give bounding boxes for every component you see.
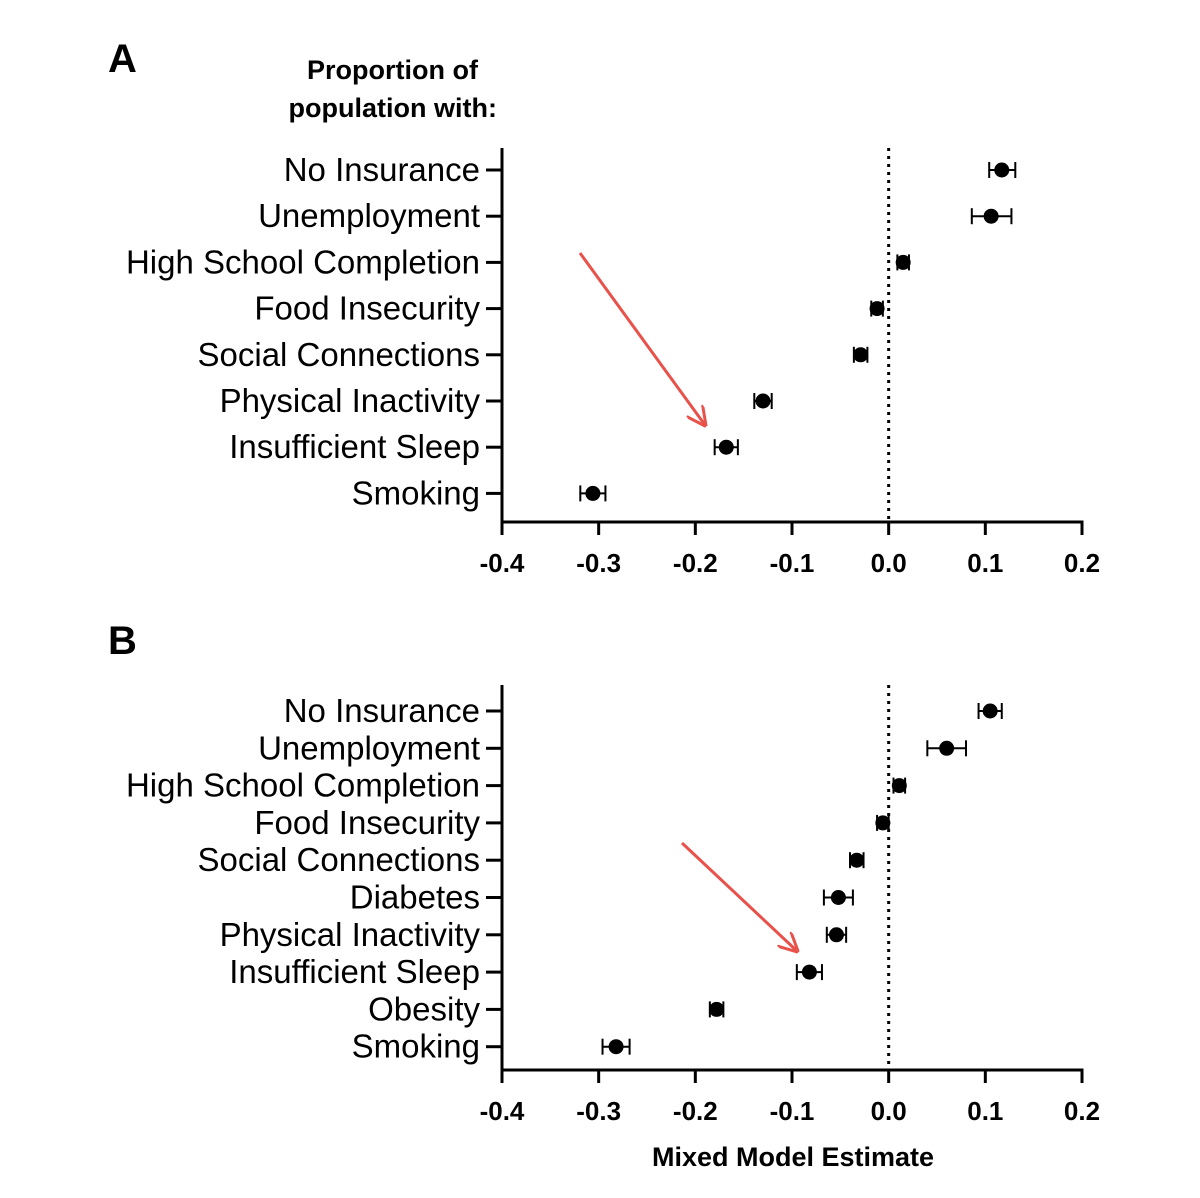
panel-b-x-tick-label: -0.3 — [576, 1096, 621, 1126]
panel-a-x-tick-label: -0.4 — [480, 548, 525, 578]
panel-a-category-label: Social Connections — [198, 336, 481, 373]
panel-a-estimate-point — [755, 393, 771, 409]
panel-b-category-label: Unemployment — [258, 729, 480, 766]
panel-a-category-label: No Insurance — [284, 151, 480, 188]
panel-a-letter: A — [108, 37, 137, 81]
panel-b-category-label: Obesity — [368, 990, 480, 1027]
panel-b-estimate-point — [875, 815, 891, 831]
panel-b-x-tick-label: -0.2 — [673, 1096, 718, 1126]
panel-a-x-tick-label: -0.2 — [673, 548, 718, 578]
x-axis-title: Mixed Model Estimate — [652, 1142, 934, 1172]
panel-b-estimate-point — [830, 890, 846, 905]
panel-b-annotation-arrow — [680, 841, 797, 951]
header-line-1: Proportion of — [307, 55, 479, 85]
panel-b-estimate-point — [849, 852, 865, 868]
panel-a-estimate-point — [585, 485, 601, 501]
panel-b-estimate-point — [828, 927, 844, 943]
panel-b-x-tick-label: -0.1 — [770, 1096, 815, 1126]
panel-b-category-label: High School Completion — [126, 767, 480, 804]
panel-b-category-label: Food Insecurity — [254, 804, 480, 841]
panel-b-x-tick-label: 0.2 — [1064, 1096, 1100, 1126]
panel-b-estimate-point — [709, 1001, 725, 1017]
panel-a-x-tick-label: 0.1 — [967, 548, 1003, 578]
panel-a-category-label: Insufficient Sleep — [229, 428, 480, 465]
panel-a-x-tick-label: -0.3 — [576, 548, 621, 578]
panel-a-x-tick-label: -0.1 — [770, 548, 815, 578]
panel-a-estimate-point — [895, 254, 911, 270]
panel-a-plot: -0.4 -0.3 -0.2 -0.1 0.0 0.1 0.2 No Insurance Une… — [126, 148, 1100, 578]
panel-b-estimate-point — [982, 703, 998, 719]
panel-a-estimate-point — [869, 301, 885, 317]
panel-a-annotation-arrow — [578, 252, 705, 425]
panel-a-category-label: Smoking — [352, 474, 480, 511]
panel-a-estimate-point — [983, 208, 999, 224]
panel-a-estimate-point — [853, 347, 869, 363]
panel-b-category-label: No Insurance — [284, 692, 480, 729]
panel-b-x-tick-label: -0.4 — [480, 1096, 525, 1126]
panel-b-estimate-point — [608, 1039, 624, 1055]
panel-b-estimate-point — [801, 964, 817, 980]
panel-a-estimate-point — [994, 162, 1010, 178]
panel-a-category-label: High School Completion — [126, 243, 480, 280]
panel-a-estimate-point — [718, 439, 734, 455]
panel-b-category-label: Insufficient Sleep — [229, 953, 480, 990]
panel-a-x-tick-label: 0.2 — [1064, 548, 1100, 578]
panel-b-letter: B — [108, 619, 137, 663]
panel-b-estimate-point — [891, 778, 907, 794]
header-line-2: population with: — [289, 93, 497, 123]
panel-b-category-label: Diabetes — [350, 879, 480, 916]
panel-b-category-label: Social Connections — [198, 841, 481, 878]
panel-b-plot: -0.4 -0.3 -0.2 -0.1 0.0 0.1 0.2 No InsuranceUne… — [126, 685, 1100, 1126]
panel-a-category-label: Food Insecurity — [254, 290, 480, 327]
panel-a-x-tick-label: 0.0 — [871, 548, 907, 578]
panel-b-category-label: Smoking — [352, 1028, 480, 1065]
panel-b-x-tick-label: 0.1 — [967, 1096, 1003, 1126]
panel-b-estimate-point — [939, 740, 955, 756]
panel-b-x-tick-label: 0.0 — [871, 1096, 907, 1126]
panel-a-category-label: Physical Inactivity — [220, 382, 481, 419]
panel-a-category-label: Unemployment — [258, 197, 480, 234]
panel-b-category-label: Physical Inactivity — [220, 916, 481, 953]
